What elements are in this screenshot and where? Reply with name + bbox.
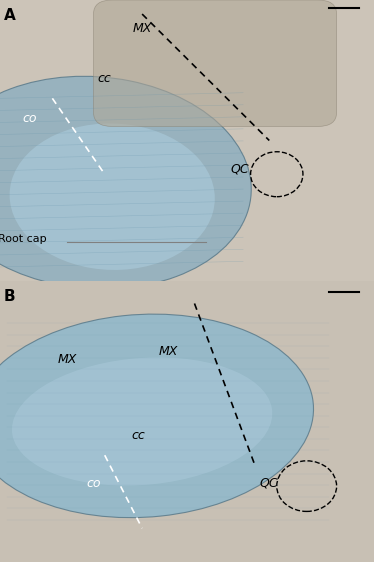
Text: co: co <box>23 111 37 125</box>
Ellipse shape <box>10 124 215 270</box>
Text: cc: cc <box>132 429 145 442</box>
Text: co: co <box>86 477 101 490</box>
Ellipse shape <box>12 357 272 486</box>
Text: MX: MX <box>132 21 152 35</box>
Text: MX: MX <box>159 345 178 358</box>
FancyBboxPatch shape <box>0 281 374 562</box>
Text: MX: MX <box>58 353 77 366</box>
Text: A: A <box>4 8 15 24</box>
Text: QC: QC <box>230 162 249 175</box>
Text: QC: QC <box>260 477 279 490</box>
Text: cc: cc <box>98 72 111 85</box>
Ellipse shape <box>0 314 313 518</box>
Ellipse shape <box>0 76 251 289</box>
Text: Root cap: Root cap <box>0 234 47 244</box>
FancyBboxPatch shape <box>94 0 337 126</box>
Text: B: B <box>4 289 15 305</box>
FancyBboxPatch shape <box>0 0 374 281</box>
